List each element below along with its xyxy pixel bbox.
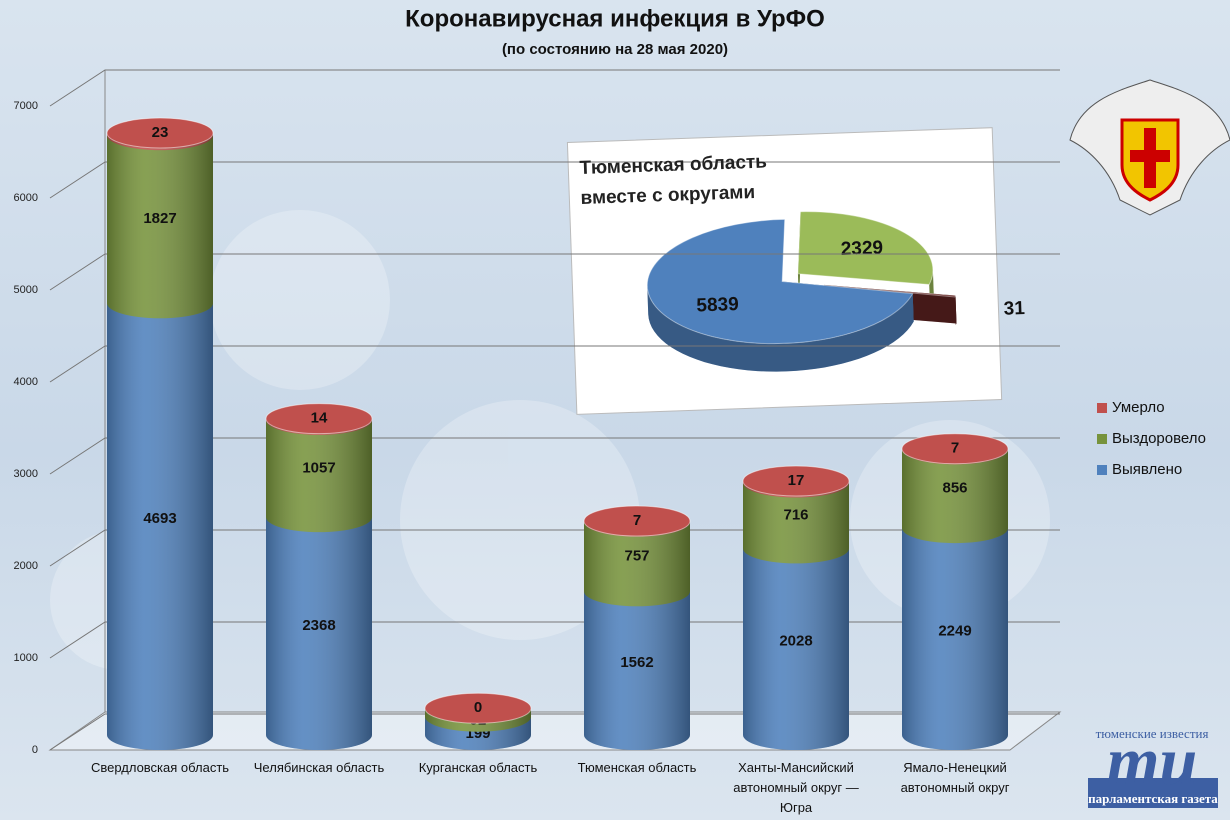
value-label: 14	[311, 410, 328, 427]
grid-line	[49, 253, 1060, 291]
logo-top: тюменские известия	[1096, 726, 1209, 741]
bar-shading	[266, 419, 372, 533]
grid-line	[49, 529, 1060, 567]
value-label: 2249	[938, 623, 971, 640]
bar-cap	[265, 403, 373, 435]
y-tick-label: 5000	[14, 284, 38, 296]
bar-shading	[584, 591, 690, 750]
value-label: 17	[788, 472, 805, 489]
y-tick-label: 1000	[14, 652, 38, 664]
value-label: 1562	[620, 654, 653, 671]
bar-cap	[424, 692, 532, 724]
bar-shading	[266, 517, 372, 750]
logo-bar	[1088, 778, 1218, 808]
value-label: 2368	[302, 617, 335, 634]
grid-line	[49, 437, 1060, 475]
pie-side	[954, 295, 957, 325]
value-label: 4693	[143, 510, 176, 527]
emblem	[1069, 79, 1230, 216]
pie-slice	[646, 218, 914, 345]
pie-side	[647, 286, 914, 372]
bar-cap	[106, 117, 214, 149]
x-tick-label: Ямало-Ненецкий автономный округ	[900, 760, 1010, 795]
legend-label: Выздоровело	[1112, 430, 1206, 447]
grid-line	[49, 621, 1060, 659]
logo-bottom: парламентская газета	[1088, 791, 1218, 806]
logo-mark: ти	[1107, 723, 1198, 799]
value-label: 23	[152, 124, 169, 141]
bar-shading	[902, 449, 1008, 544]
grid-line	[49, 69, 1060, 107]
pie-value-label: 2329	[840, 238, 883, 260]
legend-swatch	[1097, 434, 1107, 444]
bar-shading	[107, 303, 213, 750]
value-label: 757	[624, 547, 649, 564]
pie-slice	[824, 284, 957, 298]
x-tick-label: Свердловская область	[90, 760, 230, 775]
pie-side-shade	[647, 286, 914, 372]
y-tick-label: 7000	[14, 100, 38, 112]
grid-line	[49, 345, 1060, 383]
value-label: 1827	[143, 210, 176, 227]
legend-label: Выявлено	[1112, 461, 1182, 478]
x-tick-label: Тюменская область	[577, 760, 697, 775]
value-label: 0	[474, 699, 482, 716]
y-tick-label: 4000	[14, 376, 38, 388]
value-label: 7	[951, 440, 959, 457]
grid-line	[49, 161, 1060, 199]
pie-slice	[797, 211, 934, 286]
bar-cap	[742, 465, 850, 497]
chart-title: Коронавирусная инфекция в УрФО	[405, 5, 825, 32]
value-label: 7	[633, 512, 641, 529]
legend-swatch	[1097, 465, 1107, 475]
legend-swatch	[1097, 403, 1107, 413]
y-tick-label: 6000	[14, 192, 38, 204]
bar-shading	[902, 528, 1008, 750]
value-label: 1057	[302, 459, 335, 476]
pie-group: 2329 31 5839	[646, 211, 1026, 372]
value-label: 856	[942, 480, 967, 497]
legend-label: Умерло	[1112, 399, 1165, 416]
bar-shading	[584, 521, 690, 607]
pie-value-label: 5839	[696, 294, 739, 316]
bar-shading	[743, 548, 849, 750]
chart-subtitle: (по состоянию на 28 мая 2020)	[502, 41, 728, 58]
y-tick-label: 3000	[14, 468, 38, 480]
value-label: 716	[783, 506, 808, 523]
bar-shading	[107, 135, 213, 319]
pie-title: Тюменская область вместе с округами	[579, 151, 768, 209]
x-tick-label: Курганская область	[418, 760, 538, 775]
y-tick-label: 0	[32, 744, 38, 756]
value-label: 2028	[779, 633, 812, 650]
x-tick-label: Ханты-Мансийский автономный округ — Югра	[733, 760, 859, 815]
bar-shading	[743, 482, 849, 564]
pie-value-label: 31	[1003, 298, 1025, 320]
bar-cap	[583, 505, 691, 537]
y-tick-label: 2000	[14, 560, 38, 572]
grid-line	[49, 713, 1060, 751]
pie-side-shade	[954, 295, 957, 325]
bar-cap	[901, 433, 1009, 465]
x-tick-label: Челябинская область	[253, 760, 385, 775]
